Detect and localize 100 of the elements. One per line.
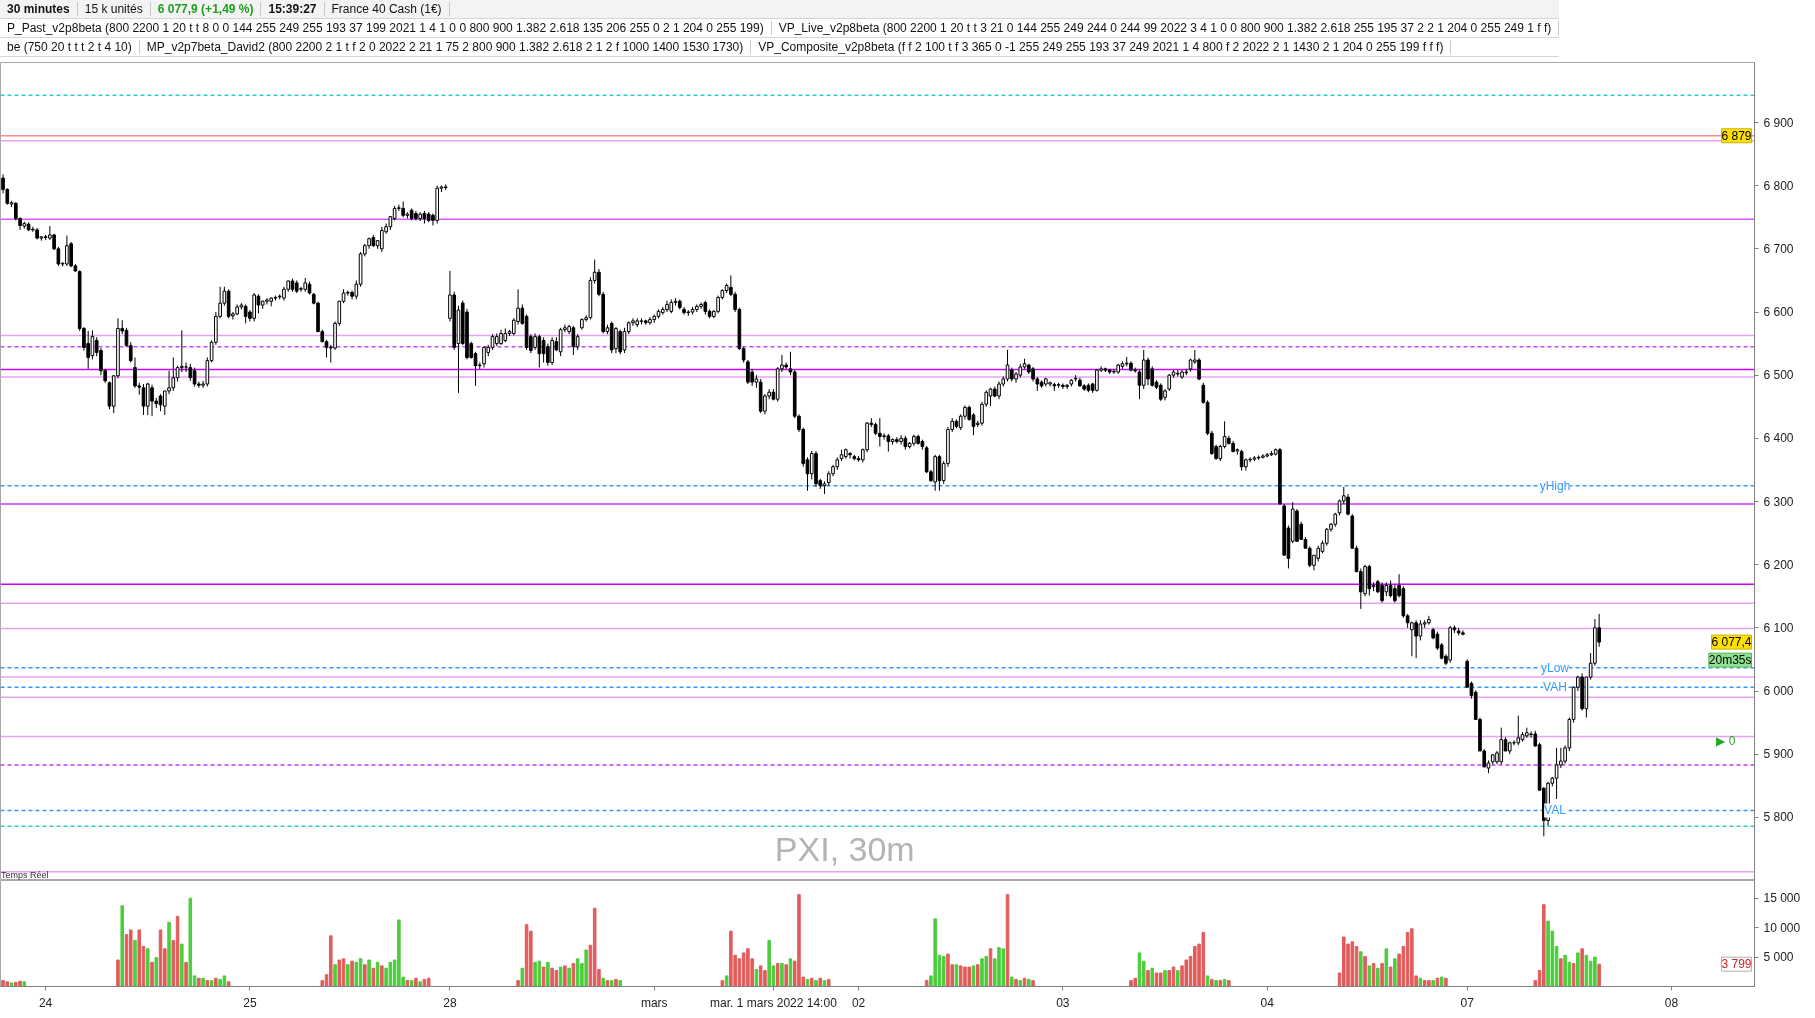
text: 15 k unités [77,2,151,16]
bar [184,961,188,987]
annotation: PXI, 30m [774,829,915,868]
bar [145,948,150,987]
bar [601,977,605,987]
bar [405,980,410,987]
bar [818,977,823,987]
bar [980,958,984,987]
bar [516,980,520,987]
y-tick-label: 6 300 [1763,494,1794,509]
y-tick-label: 5 800 [1763,810,1794,825]
bar [563,965,567,987]
annotation: ▶ 0 [1716,734,1736,749]
bar [575,958,580,987]
bar [214,977,218,987]
candlestick [1427,615,1431,626]
candlestick [1380,581,1384,604]
bar [205,980,210,987]
bar [1559,958,1563,987]
candlestick [401,200,405,218]
bar [1129,980,1133,987]
y-tick-label: 6 500 [1763,368,1794,383]
bar [533,961,537,987]
bar [18,980,22,987]
bar [1418,977,1423,987]
bar [337,959,342,987]
bar [1133,977,1137,987]
bar [1214,980,1218,987]
bar [1542,904,1546,987]
bar [329,935,333,987]
bar [554,970,559,987]
bar [550,967,554,987]
candlestick [1005,349,1010,382]
bar [1546,920,1550,987]
bar [758,965,763,987]
bar [180,943,184,987]
bar [5,981,10,987]
bar [346,964,350,987]
bar [1210,978,1214,987]
bar [22,981,27,987]
bar [1580,948,1584,987]
x-tick-label: 07 [1460,995,1475,1010]
candlestick [882,432,886,441]
x-tick-label: 25 [243,995,257,1010]
bar [609,980,614,987]
bar [1359,951,1363,987]
bar [120,905,125,987]
candlestick [1146,356,1150,386]
bar [809,977,814,987]
bar [137,929,142,987]
candlestick [1516,715,1521,746]
candlestick [899,434,903,446]
y-tick-label: 5 900 [1763,747,1794,762]
bar [958,965,963,987]
bar [350,960,354,987]
bar [814,980,818,987]
candlestick [86,330,90,370]
bar [967,966,971,987]
candlestick [1261,453,1265,460]
bar [618,980,622,987]
bar [1027,978,1031,987]
candlestick [1048,380,1052,388]
candlestick [571,325,576,356]
x-tick-label: mars [640,995,668,1010]
bar [933,918,937,987]
candlestick [1414,619,1418,659]
y-tick-label: 15 000 [1763,891,1801,906]
y-tick-label: 10 000 [1763,920,1801,935]
candlestick [1065,383,1069,390]
bar [1218,980,1223,987]
bar [1405,931,1410,987]
bar [1410,928,1414,987]
bar [567,967,571,987]
bar [1563,954,1567,987]
bar [133,940,137,987]
candlestick [265,297,269,305]
bar [1367,965,1372,987]
ref-line-label: VAL [1544,803,1567,818]
bar [1363,955,1367,987]
text: France 40 Cash (1€) [324,2,450,16]
bar [584,949,588,987]
x-tick-label: 02 [851,995,866,1010]
y-tick-label: 6 900 [1763,115,1794,130]
bar [780,963,784,987]
bar [541,966,546,987]
bar [371,967,376,987]
candlestick [614,326,618,354]
bar [1146,970,1150,987]
bar [1439,976,1444,987]
bar [1576,952,1580,987]
bar [116,959,120,987]
candlestick [1418,619,1423,641]
candlestick [809,450,814,480]
bar [426,977,431,987]
candlestick [1112,368,1116,375]
bar [546,961,550,987]
bar [1380,963,1384,987]
bar [924,980,929,987]
bar [1018,980,1023,987]
bar [354,961,359,987]
